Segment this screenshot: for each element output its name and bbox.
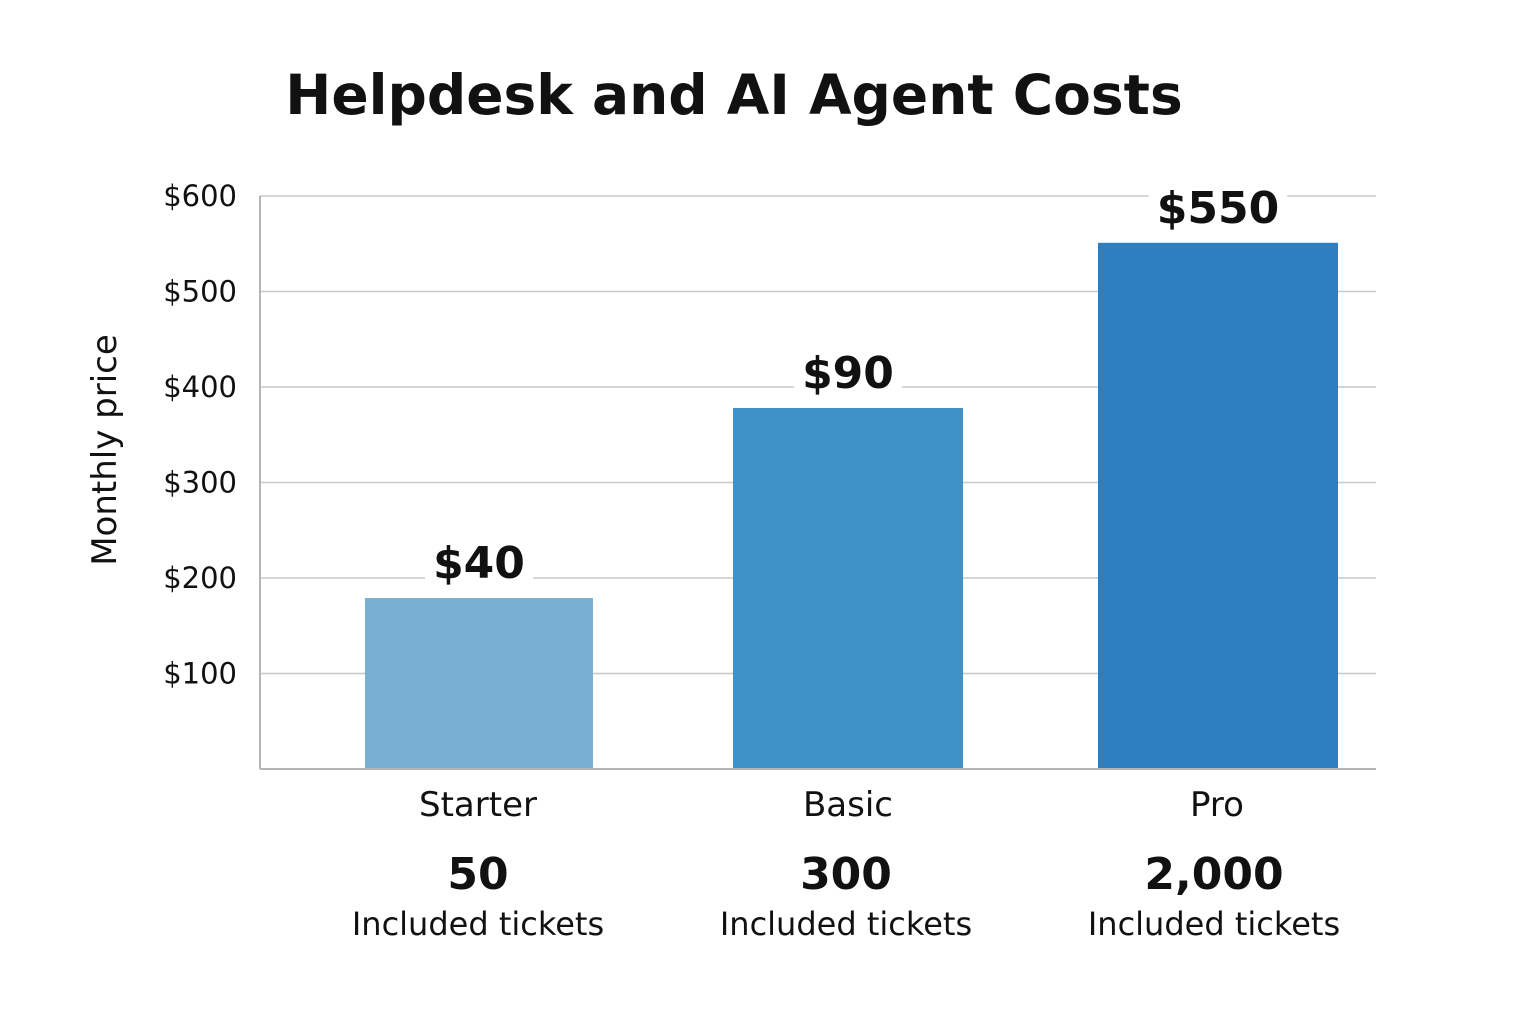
- y-tick-label: $300: [163, 466, 237, 500]
- bar-basic: [733, 408, 963, 769]
- y-tick-label: $400: [163, 370, 237, 404]
- data-label-pro: $550: [1157, 183, 1279, 234]
- y-axis-label: Monthly price: [85, 334, 125, 566]
- data-label-starter: $40: [433, 538, 525, 589]
- axes: [259, 196, 1376, 770]
- included-tickets-label: Included tickets: [352, 905, 604, 943]
- x-tick-label: Starter: [419, 785, 537, 825]
- data-label-background: [425, 538, 533, 585]
- data-labels: $40 $90 $550: [425, 182, 1288, 589]
- data-label-background: [1148, 182, 1288, 229]
- included-tickets-count: 50: [447, 849, 508, 900]
- included-tickets-count: 2,000: [1144, 849, 1283, 900]
- bar-starter: [365, 598, 593, 769]
- bar-pro: [1098, 242, 1338, 770]
- included-tickets-count: 300: [800, 849, 892, 900]
- y-tick-label: $100: [163, 657, 237, 691]
- included-tickets-label: Included tickets: [720, 905, 972, 943]
- y-tick-label: $500: [163, 275, 237, 309]
- x-tick-label: Basic: [803, 785, 893, 825]
- chart-title: Helpdesk and AI Agent Costs: [285, 63, 1182, 127]
- y-tick-label: $200: [163, 561, 237, 595]
- data-label-basic: $90: [802, 348, 894, 399]
- x-axis-categories: Starter 50 Included tickets Basic 300 Include…: [352, 785, 1340, 943]
- y-axis-ticks: $100 $200 $300 $400 $500 $600: [163, 179, 237, 691]
- data-label-background: [794, 348, 902, 395]
- included-tickets-label: Included tickets: [1088, 905, 1340, 943]
- bars: [365, 242, 1338, 770]
- y-tick-label: $600: [163, 179, 237, 213]
- x-tick-label: Pro: [1190, 785, 1244, 825]
